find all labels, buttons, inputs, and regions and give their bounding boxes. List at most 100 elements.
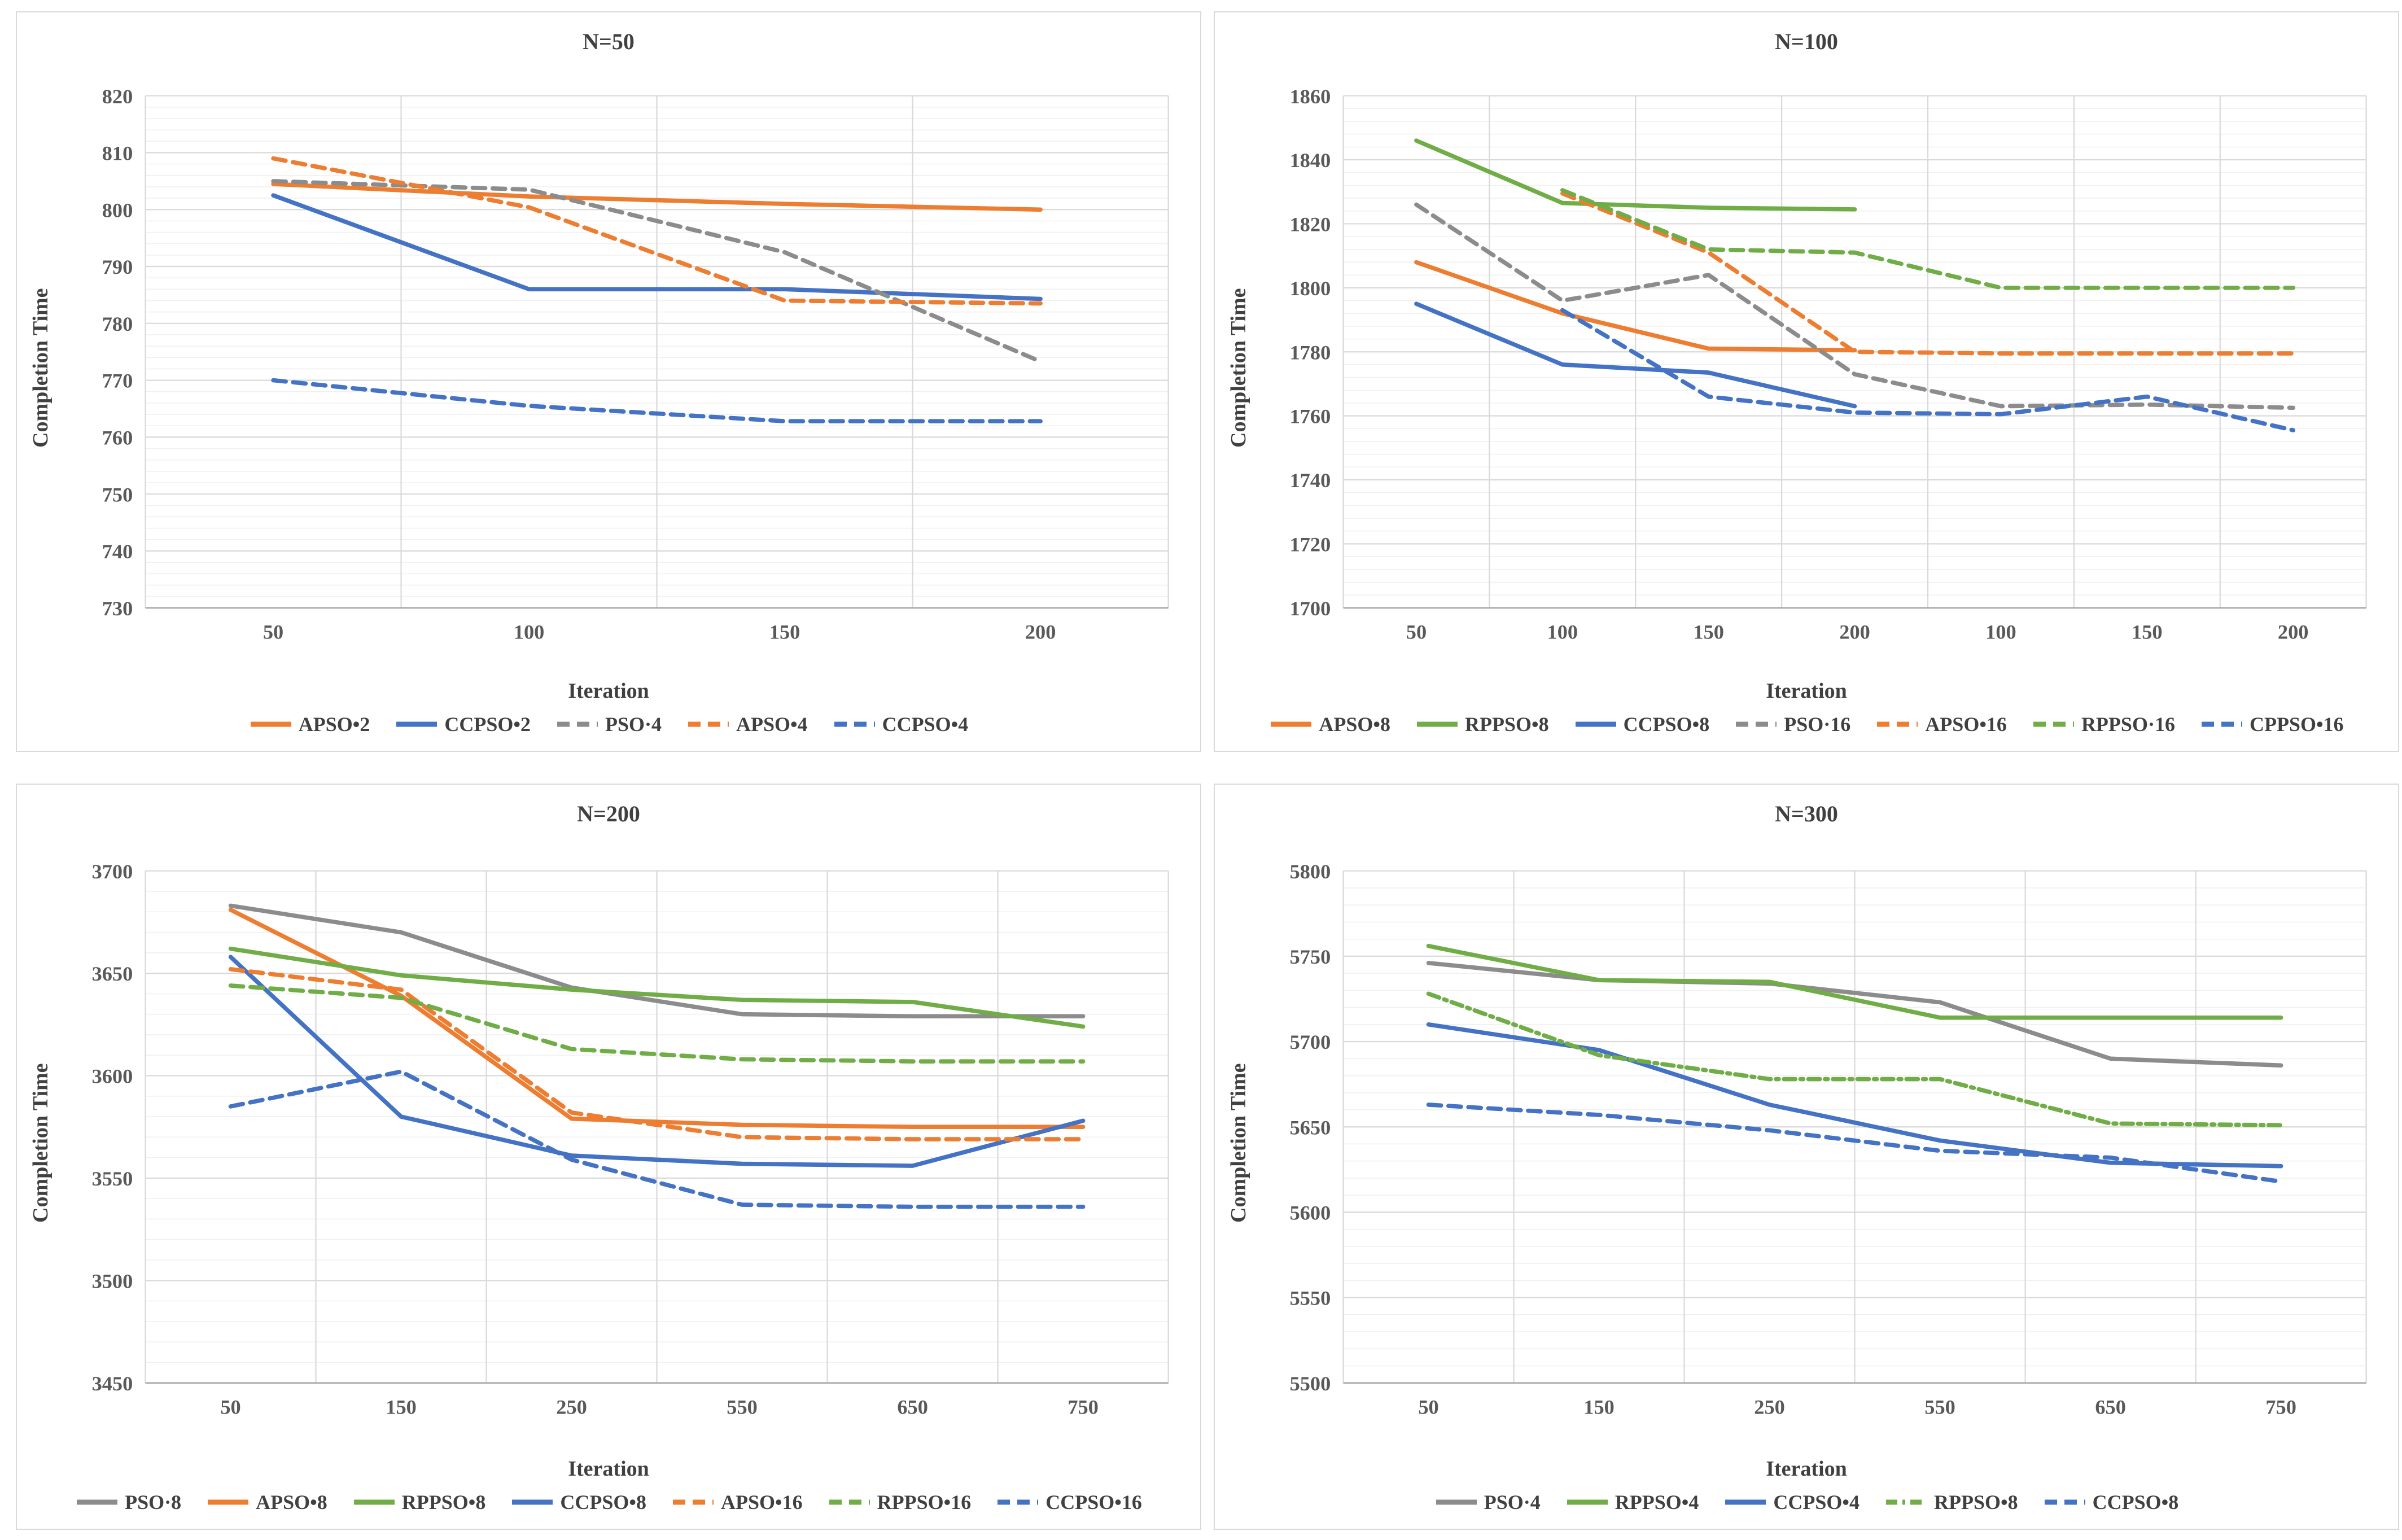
- chart-body-n50: Completion Time 730 740 750 760 770 780 790 800…: [28, 58, 1189, 677]
- svg-text:1700: 1700: [1290, 597, 1331, 620]
- svg-text:5750: 5750: [1290, 946, 1331, 968]
- chart-body-n300: Completion Time 5500 5550 5600 5650 5700 5750…: [1226, 830, 2387, 1455]
- legend-swatch-solid-line-icon: [208, 1499, 249, 1505]
- legend-swatch-solid-line-icon: [1567, 1499, 1608, 1505]
- legend-item: RPPSO•8: [1415, 712, 1549, 736]
- legend-label: APSO•8: [1319, 713, 1391, 736]
- legend-item: RPPSO•16: [828, 1490, 971, 1514]
- legend-label: APSO•16: [1925, 713, 2007, 736]
- svg-text:740: 740: [102, 540, 133, 563]
- chart-body-n100: Completion Time 1700 1720 1740 1760 1780 1800…: [1226, 58, 2387, 677]
- legend-label: RPPSO·16: [2081, 713, 2175, 736]
- legend-swatch-solid-line-icon: [396, 721, 437, 727]
- chart-title-n200: N=200: [577, 801, 640, 826]
- legend-item: CCPSO•4: [833, 712, 968, 736]
- svg-text:3550: 3550: [92, 1167, 133, 1190]
- legend-item: RPPSO•8: [1884, 1490, 2018, 1514]
- y-axis-title-n100: Completion Time: [1227, 288, 1250, 448]
- chart-title-n50: N=50: [583, 29, 635, 54]
- legend-swatch-dash-line-icon: [1877, 721, 1918, 727]
- chart-card-n200: N=200 Completion Time 3450 3500 3550 3600 36…: [16, 784, 1201, 1530]
- svg-text:200: 200: [1839, 620, 1870, 643]
- legend-item: PSO·4: [1434, 1490, 1541, 1514]
- svg-text:730: 730: [102, 597, 133, 620]
- chart-title-n300: N=300: [1775, 801, 1838, 826]
- svg-text:760: 760: [102, 427, 133, 449]
- svg-text:100: 100: [1547, 620, 1578, 643]
- y-axis-title-n300: Completion Time: [1227, 1063, 1250, 1223]
- legend-n100: APSO•8 RPPSO•8 CCPSO•8 PSO·16 APSO•16 RPPSO·1…: [1226, 707, 2387, 745]
- legend-item: CCPSO•4: [1723, 1490, 1860, 1514]
- svg-text:790: 790: [102, 256, 133, 278]
- legend-item: PSO·16: [1734, 712, 1850, 736]
- svg-text:1840: 1840: [1290, 149, 1331, 172]
- legend-label: APSO•2: [298, 713, 370, 736]
- svg-text:3700: 3700: [92, 860, 133, 883]
- x-axis-title-n200: Iteration: [568, 1457, 649, 1481]
- legend-label: PSO·4: [1484, 1491, 1541, 1513]
- legend-label: APSO•16: [721, 1491, 803, 1513]
- legend-n300: PSO·4 RPPSO•4 CCPSO•4 RPPSO•8 CCPSO•8: [1226, 1485, 2387, 1523]
- legend-label: RPPSO•8: [1465, 713, 1549, 736]
- legend-swatch-dash-line-icon: [557, 721, 598, 727]
- svg-text:1780: 1780: [1290, 341, 1331, 364]
- svg-text:550: 550: [727, 1395, 758, 1418]
- svg-text:1860: 1860: [1290, 85, 1331, 108]
- legend-item: CPPSO•16: [2200, 712, 2344, 736]
- chart-card-n300: N=300 Completion Time 5500 5550 5600 5650 57…: [1214, 784, 2399, 1530]
- plot-area-n100: 1700 1720 1740 1760 1780 1800 1820 1840 1860 50 10…: [1290, 85, 2367, 643]
- legend-item: RPPSO•4: [1565, 1490, 1699, 1514]
- plot-area-n200: 3450 3500 3550 3600 3650 3700 50 150 250 550 650 75…: [92, 860, 1169, 1418]
- legend-swatch-solid-line-icon: [353, 1499, 395, 1505]
- legend-swatch-solid-line-icon: [250, 721, 291, 727]
- legend-item: CCPSO•8: [510, 1490, 646, 1514]
- legend-label: CCPSO•4: [1773, 1491, 1860, 1513]
- x-axis-title-n100: Iteration: [1766, 679, 1847, 703]
- legend-item: APSO•8: [206, 1490, 327, 1514]
- legend-swatch-dash-line-icon: [673, 1499, 714, 1505]
- legend-label: CCPSO•2: [444, 713, 531, 736]
- svg-text:5650: 5650: [1290, 1116, 1331, 1139]
- legend-swatch-dash-line-icon: [834, 721, 875, 727]
- svg-text:1740: 1740: [1290, 469, 1331, 492]
- svg-text:650: 650: [897, 1395, 928, 1418]
- legend-label: RPPSO•4: [1615, 1491, 1699, 1513]
- legend-item: CCPSO•8: [1574, 712, 1710, 736]
- legend-swatch-dash-line-icon: [688, 721, 729, 727]
- legend-label: CPPSO•16: [2249, 713, 2344, 736]
- svg-text:150: 150: [386, 1395, 417, 1418]
- legend-swatch-solid-line-icon: [1436, 1499, 1477, 1505]
- svg-text:5700: 5700: [1290, 1031, 1331, 1053]
- plot-area-n300: 5500 5550 5600 5650 5700 5750 5800 50 150 250 550 6…: [1290, 860, 2367, 1418]
- legend-label: CCPSO•8: [2092, 1491, 2179, 1513]
- legend-swatch-dash-line-icon: [997, 1499, 1039, 1505]
- legend-item: CCPSO•16: [996, 1490, 1142, 1514]
- legend-swatch-solid-line-icon: [1575, 721, 1616, 727]
- legend-label: RPPSO•8: [401, 1491, 486, 1513]
- legend-label: CCPSO•8: [1623, 713, 1710, 736]
- svg-text:750: 750: [1067, 1395, 1099, 1418]
- chart-title-n100: N=100: [1775, 29, 1838, 54]
- svg-text:200: 200: [2278, 620, 2309, 643]
- svg-text:780: 780: [102, 313, 133, 335]
- svg-text:50: 50: [1418, 1395, 1438, 1418]
- svg-text:1760: 1760: [1290, 405, 1331, 428]
- svg-text:3500: 3500: [92, 1270, 133, 1292]
- svg-text:820: 820: [102, 85, 133, 108]
- svg-text:650: 650: [2095, 1395, 2126, 1418]
- legend-label: APSO•4: [736, 713, 808, 736]
- legend-swatch-dashdot-line-icon: [1886, 1499, 1927, 1505]
- svg-text:150: 150: [1583, 1395, 1615, 1418]
- svg-text:750: 750: [2265, 1395, 2296, 1418]
- svg-text:550: 550: [1924, 1395, 1955, 1418]
- svg-text:3450: 3450: [92, 1372, 133, 1395]
- svg-text:200: 200: [1025, 620, 1056, 643]
- plot-area-n50: 730 740 750 760 770 780 790 800 810 820 50 100 150 20…: [102, 85, 1169, 643]
- legend-item: APSO•16: [671, 1490, 803, 1514]
- y-axis-title-n200: Completion Time: [29, 1063, 52, 1223]
- svg-text:150: 150: [769, 620, 800, 643]
- legend-swatch-solid-line-icon: [77, 1499, 118, 1505]
- legend-item: PSO·4: [555, 712, 662, 736]
- svg-text:1720: 1720: [1290, 533, 1331, 556]
